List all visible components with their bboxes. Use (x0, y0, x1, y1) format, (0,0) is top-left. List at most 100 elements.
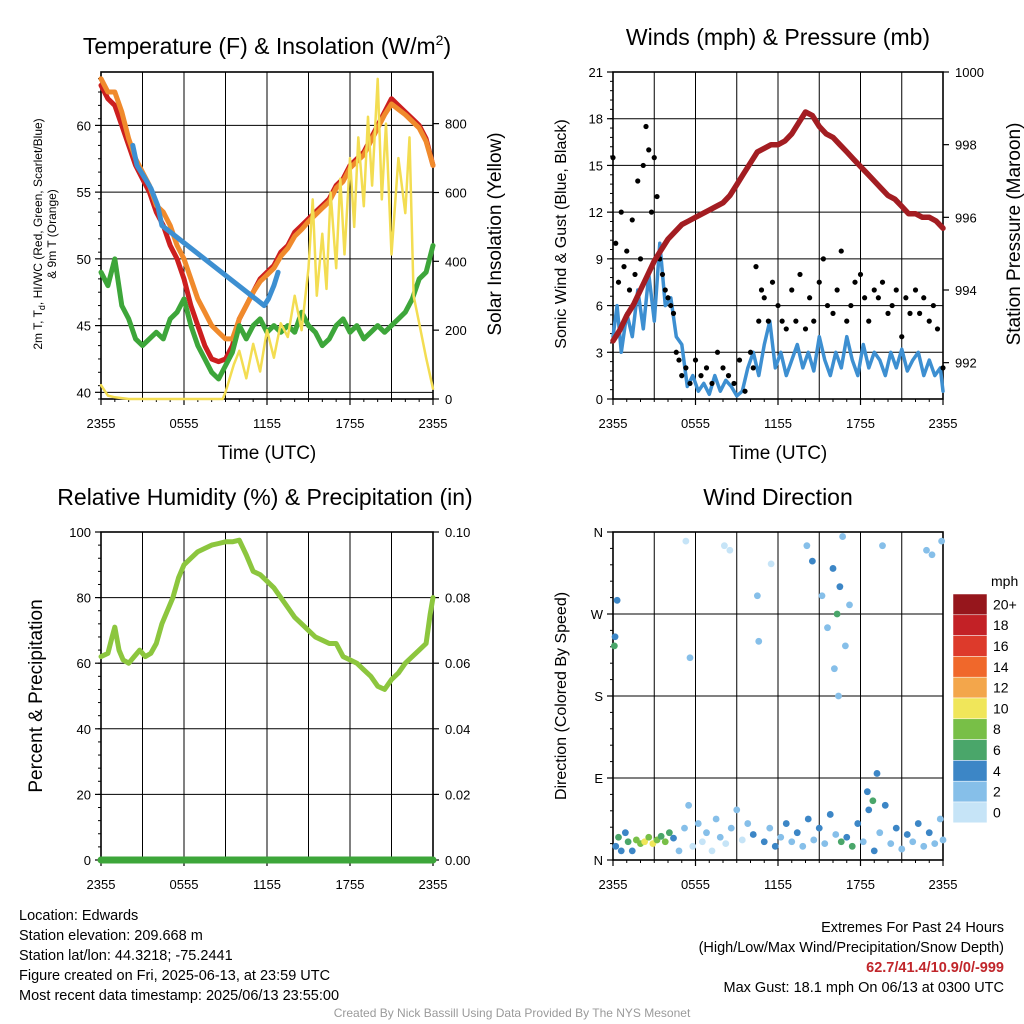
station-info: Location: Edwards Station elevation: 209… (19, 906, 339, 1006)
wdir-ytick-label-left: N (594, 525, 603, 540)
rh-series-relative-humidity (98, 537, 436, 692)
wind-gust-point (807, 295, 813, 301)
temp-x-axis-label: Time (UTC) (218, 443, 317, 464)
wind-gust-point (879, 279, 886, 285)
wdir-y-axis-label-left: Direction (Colored By Speed) (553, 592, 570, 800)
wind-gust-point (834, 287, 840, 293)
wdir-point (859, 838, 867, 846)
wdir-point (824, 624, 831, 632)
wdir-point (708, 847, 716, 855)
wdir-point (832, 831, 840, 838)
legend-swatch (952, 697, 988, 720)
wind-gust-point (673, 349, 679, 355)
wind-gust-point (912, 287, 919, 293)
temp-xtick-label: 1755 (336, 416, 365, 431)
wdir-point (909, 838, 917, 846)
wdir-point (722, 840, 730, 847)
station-latlon: Station lat/lon: 44.3218; -75.2441 (19, 948, 233, 964)
wind-gust-point (875, 295, 881, 301)
wind-gust-point (871, 287, 877, 293)
wind-gust-point (742, 388, 748, 394)
wdir-point (712, 815, 720, 823)
temp-ytick-label-left: 50 (77, 252, 91, 267)
wdir-point (803, 542, 811, 550)
wind-xtick-label: 1755 (846, 416, 875, 431)
wdir-point (835, 692, 842, 700)
legend-swatch (952, 656, 988, 678)
wind-ytick-label-left: 3 (596, 345, 603, 360)
station-elevation: Station elevation: 209.668 m (19, 928, 203, 944)
wdir-xtick-label: 0555 (681, 877, 710, 892)
wind-gust-point (761, 295, 767, 301)
wdir-point (665, 829, 673, 837)
temp-ytick-label-left: 45 (77, 319, 91, 334)
extremes-title: Extremes For Past 24 Hours (821, 920, 1004, 936)
legend-label: 0 (993, 804, 1001, 820)
wdir-point (928, 551, 936, 559)
wdir-point (766, 824, 774, 832)
wind-gust-point (789, 287, 795, 293)
legend-swatch (952, 801, 988, 824)
wind-gust-point (731, 380, 737, 387)
rh-ytick-label-left: 40 (77, 722, 91, 737)
rh-xtick-label: 1755 (336, 877, 365, 892)
wdir-point (615, 833, 622, 841)
wind-gust-point (646, 147, 652, 153)
wind-xtick-label: 2355 (599, 416, 628, 431)
rh-ytick-label-left: 100 (69, 525, 91, 540)
wdir-point (914, 820, 922, 827)
wind-gust-point (615, 279, 622, 285)
extremes-values: 62.7/41.4/10.9/0/-999 (866, 960, 1004, 976)
wdir-point (720, 542, 728, 550)
wind-gust-point (624, 248, 630, 254)
wdir-point (898, 845, 906, 853)
temp-ytick-label-right: 600 (445, 185, 467, 200)
rh-xtick-label: 0555 (170, 877, 199, 892)
wdir-point (661, 838, 669, 846)
wdir-point (939, 836, 947, 844)
wdir-point (675, 847, 683, 855)
wind-gust-point (643, 123, 649, 130)
wdir-point (698, 838, 706, 846)
wind-gust-point (665, 295, 671, 301)
legend-label: 14 (993, 659, 1009, 675)
wind-gust-point (714, 349, 721, 355)
wdir-point (753, 592, 761, 600)
rh-ytick-label-right: 0.08 (445, 591, 470, 606)
wdir-point (936, 815, 944, 823)
legend-swatch (952, 739, 988, 761)
recent-timestamp: Most recent data timestamp: 2025/06/13 2… (19, 988, 340, 1004)
wind-gust-point (852, 279, 858, 285)
wind-ytick-label-left: 0 (596, 392, 603, 407)
temp-ytick-label-right: 0 (445, 392, 452, 407)
wdir-point (839, 533, 847, 540)
legend-label: 4 (993, 763, 1001, 779)
wind-ytick-label-left: 9 (596, 252, 603, 267)
rh-ytick-label-right: 0.04 (445, 722, 470, 737)
wdir-point (703, 829, 710, 837)
wdir-point (836, 583, 844, 591)
wind-gust-point (758, 287, 765, 293)
wind-gust-point (907, 310, 913, 316)
wdir-point (837, 838, 845, 846)
wdir-point (846, 601, 853, 609)
wind-gust-point (629, 217, 635, 223)
wdir-point (865, 806, 873, 814)
wind-ytick-label-right: 992 (955, 356, 977, 371)
rh-ytick-label-right: 0.06 (445, 656, 470, 671)
svg-text:& 9m T (Orange): & 9m T (Orange) (45, 189, 59, 279)
rh-ytick-label-left: 80 (77, 591, 91, 606)
wind-gust-point (676, 357, 682, 363)
wind-gust-point (659, 271, 666, 278)
wind-speed-legend: mph 20+ 18 16 14 12 10 8 6 4 2 0 (952, 573, 1018, 824)
wdir-point (843, 833, 851, 841)
wdir-point (613, 596, 621, 604)
wdir-point (628, 847, 636, 855)
wdir-point (685, 801, 693, 809)
wind-xtick-label: 2355 (929, 416, 958, 431)
wdir-point (617, 847, 625, 855)
temp-ytick-label-left: 55 (77, 185, 91, 200)
wind-gust-point (885, 310, 891, 316)
legend-label: 16 (993, 638, 1009, 654)
legend-swatch (952, 676, 988, 699)
